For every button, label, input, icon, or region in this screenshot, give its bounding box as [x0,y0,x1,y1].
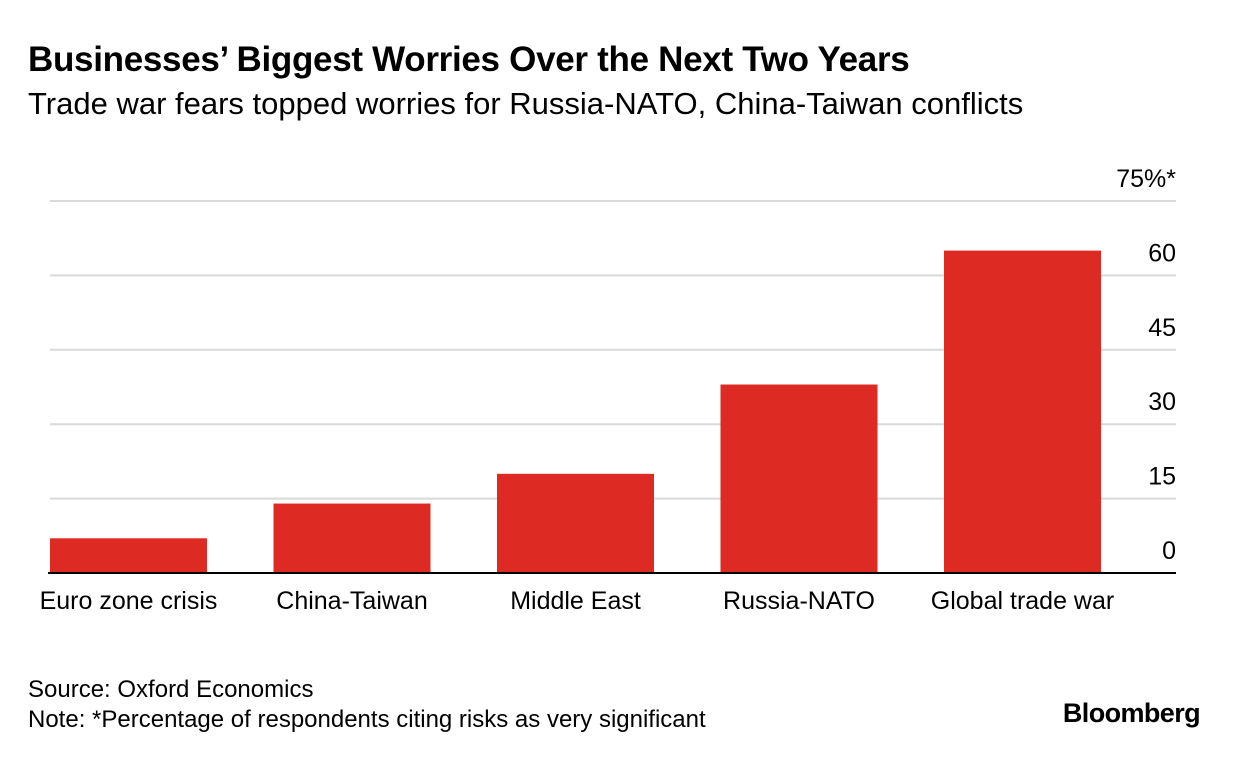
y-tick-label-0: 0 [1162,537,1176,565]
x-category-label: Middle East [510,587,641,615]
bar-global-trade-war [944,250,1101,573]
x-category-label: China-Taiwan [276,587,427,615]
bar-middle-east [497,473,654,573]
y-tick-label-45: 45 [1148,314,1176,342]
y-tick-label-30: 30 [1148,388,1176,416]
bars [50,250,1101,573]
footnote: Note: *Percentage of respondents citing … [28,706,706,733]
bar-euro-zone-crisis [50,538,207,573]
labels: 0 15 30 45 60 75%* Euro zone crisis China-Taiwa… [40,165,1177,615]
bloomberg-logo: Bloomberg [1062,698,1201,728]
chart-title: Businesses’ Biggest Worries Over the Nex… [28,40,910,79]
source-note: Source: Oxford Economics [28,676,314,703]
y-tick-label-75: 75%* [1116,165,1176,193]
x-category-label: Euro zone crisis [40,587,218,615]
bar-russia-nato [720,384,878,573]
chart-subtitle: Trade war fears topped worries for Russi… [28,86,1024,121]
x-category-label: Global trade war [931,587,1114,615]
y-tick-label-60: 60 [1148,239,1176,267]
y-tick-label-15: 15 [1148,463,1176,491]
bar-china-taiwan [273,503,431,573]
x-category-label: Russia-NATO [723,587,875,615]
